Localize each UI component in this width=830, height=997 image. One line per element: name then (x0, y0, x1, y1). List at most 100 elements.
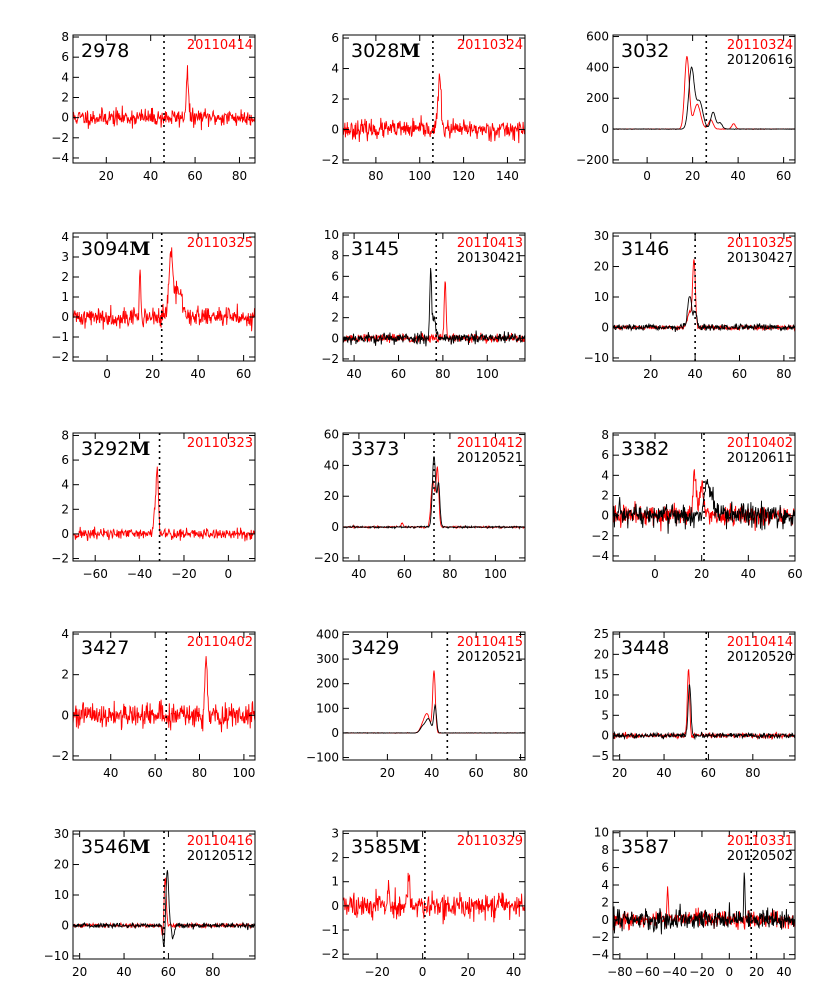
plot-frame (72, 34, 256, 164)
y-tick-label: −4 (591, 948, 609, 962)
y-tick-label: −5 (591, 749, 609, 763)
plot-frame (342, 432, 526, 562)
x-tick-label: 20 (749, 965, 764, 979)
y-tick-label: 1 (331, 875, 339, 889)
x-tick-label: 120 (452, 169, 475, 183)
observation-date: 20120521 (457, 650, 523, 665)
y-tick-label: −4 (51, 151, 69, 165)
x-tick-label: 80 (192, 766, 207, 780)
y-tick-label: 0 (331, 122, 339, 136)
y-tick-label: −1 (321, 923, 339, 937)
panel-3028: 80 100 120 140 −2 0 2 4 6 3028M 20110324 (321, 31, 526, 183)
y-tick-label: 30 (54, 827, 69, 841)
source-id-label: 3585M (351, 836, 420, 858)
y-tick-label: 4 (61, 230, 69, 244)
y-tick-label: 8 (61, 30, 69, 44)
y-tick-label: 0 (601, 320, 609, 334)
x-tick-label: 60 (397, 567, 412, 581)
y-tick-label: 8 (601, 843, 609, 857)
y-tick-label: 60 (324, 428, 339, 442)
observation-date: 20110412 (457, 436, 523, 451)
y-tick-label: 8 (331, 249, 339, 263)
panel-2978: 20 40 60 80 −4 −2 0 2 4 6 8 2978 20110414 (51, 30, 256, 183)
series-line-1 (343, 872, 525, 925)
observation-date: 20110325 (727, 236, 793, 251)
observation-date: 20110324 (727, 38, 793, 53)
y-tick-label: −2 (591, 529, 609, 543)
y-tick-label: 6 (601, 448, 609, 462)
source-id-label: 3429 (351, 637, 399, 659)
y-tick-label: 4 (61, 70, 69, 84)
series-line-1 (343, 73, 525, 144)
y-tick-label: 4 (601, 468, 609, 482)
y-tick-label: 4 (331, 290, 339, 304)
plot-frame (612, 830, 796, 960)
x-tick-label: 80 (205, 965, 220, 979)
plot-frame (342, 830, 526, 960)
series-line-2 (613, 479, 795, 534)
y-tick-label: 300 (316, 652, 339, 666)
source-id-label: 3094M (81, 238, 150, 260)
series-line-2 (613, 872, 795, 935)
membership-marker: M (399, 836, 420, 858)
plot-frame (342, 631, 526, 761)
x-tick-label: 60 (787, 567, 802, 581)
y-tick-label: −4 (591, 549, 609, 563)
x-tick-label: 0 (643, 169, 651, 183)
y-tick-label: 600 (586, 30, 609, 44)
panel-3429: 20 40 60 80 −100 0 100 200 300 400 3429 20110415201… (306, 627, 528, 780)
x-tick-label: 60 (147, 766, 162, 780)
plot-frame (612, 34, 796, 164)
x-tick-label: 40 (741, 567, 756, 581)
x-tick-label: 60 (391, 367, 406, 381)
x-tick-label: 40 (351, 567, 366, 581)
series-line-1 (613, 259, 795, 332)
y-tick-label: 4 (601, 878, 609, 892)
x-tick-label: 80 (232, 169, 247, 183)
x-tick-label: 100 (476, 367, 499, 381)
x-tick-label: 60 (469, 766, 484, 780)
y-tick-label: 4 (331, 62, 339, 76)
plot-frame (612, 432, 796, 562)
observation-date: 20110324 (457, 38, 523, 53)
x-tick-label: 0 (103, 367, 111, 381)
x-tick-label: 60 (187, 169, 202, 183)
x-tick-label: 20 (612, 766, 627, 780)
y-tick-label: 2 (61, 270, 69, 284)
x-tick-label: 20 (99, 169, 114, 183)
observation-date: 20130421 (457, 251, 523, 266)
source-id-label: 3032 (621, 40, 669, 62)
y-tick-label: 4 (61, 627, 69, 641)
x-tick-label: 40 (103, 766, 118, 780)
x-tick-label: 60 (776, 169, 791, 183)
x-tick-label: 20 (694, 567, 709, 581)
y-tick-label: 10 (324, 228, 339, 242)
y-tick-label: 40 (324, 458, 339, 472)
y-tick-label: 0 (601, 913, 609, 927)
y-tick-label: 0 (61, 310, 69, 324)
observation-date: 20120521 (457, 451, 523, 466)
x-tick-label: 0 (419, 965, 427, 979)
y-tick-label: 15 (594, 668, 609, 682)
x-tick-label: 20 (380, 766, 395, 780)
observation-date: 20120616 (727, 53, 793, 68)
source-id-label: 3373 (351, 438, 399, 460)
y-tick-label: 0 (331, 726, 339, 740)
y-tick-label: 200 (316, 677, 339, 691)
y-tick-label: 6 (61, 50, 69, 64)
y-tick-label: 10 (594, 826, 609, 840)
x-tick-label: −20 (171, 567, 196, 581)
membership-marker: M (129, 438, 150, 460)
y-tick-label: 400 (586, 60, 609, 74)
y-tick-label: 10 (594, 290, 609, 304)
plot-frame (612, 631, 796, 761)
observation-date: 20110416 (187, 834, 253, 849)
y-tick-label: 0 (61, 918, 69, 932)
series-line-2 (613, 66, 795, 131)
plot-frame (72, 631, 256, 761)
x-tick-label: 80 (442, 567, 457, 581)
